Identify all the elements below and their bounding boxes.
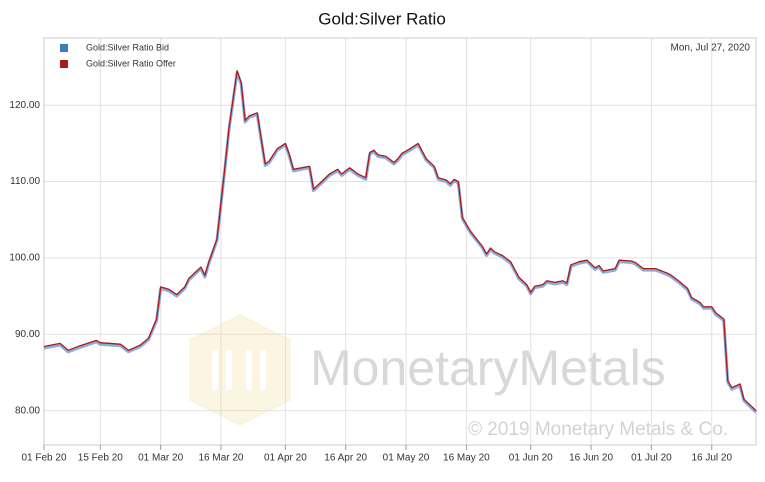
y-tick-label: 110.00: [10, 176, 40, 187]
y-tick-label: 90.00: [15, 329, 40, 340]
legend-swatch: [60, 60, 68, 68]
y-tick-label: 120.00: [9, 100, 40, 111]
y-tick-label: 80.00: [15, 405, 40, 416]
x-tick-label: 01 Jul 20: [631, 453, 672, 464]
y-tick-label: 100.00: [9, 253, 40, 264]
x-tick-label: 16 Apr 20: [324, 453, 367, 464]
x-tick-label: 16 Jun 20: [569, 453, 613, 464]
watermark-subtitle: © 2019 Monetary Metals & Co.: [468, 419, 728, 440]
x-tick-label: 01 Feb 20: [21, 453, 66, 464]
x-tick-label: 16 May 20: [443, 453, 490, 464]
x-tick-label: 16 Jul 20: [691, 453, 732, 464]
x-tick-label: 01 Apr 20: [264, 453, 307, 464]
plot-area: [43, 37, 757, 446]
watermark: MonetaryMetals: [310, 340, 666, 396]
x-tick-label: 15 Feb 20: [78, 453, 123, 464]
x-tick-label: 01 May 20: [383, 453, 430, 464]
x-tick-label: 01 Mar 20: [138, 453, 183, 464]
x-tick-label: 01 Jun 20: [509, 453, 553, 464]
chart-title: Gold:Silver Ratio: [318, 9, 446, 28]
series-line: [43, 70, 757, 412]
date-annotation: Mon, Jul 27, 2020: [671, 43, 751, 54]
legend-label: Gold:Silver Ratio Bid: [86, 42, 169, 52]
legend-swatch: [60, 44, 68, 52]
watermark-logo: [189, 314, 291, 426]
legend-label: Gold:Silver Ratio Offer: [86, 58, 176, 68]
x-tick-label: 16 Mar 20: [198, 453, 243, 464]
